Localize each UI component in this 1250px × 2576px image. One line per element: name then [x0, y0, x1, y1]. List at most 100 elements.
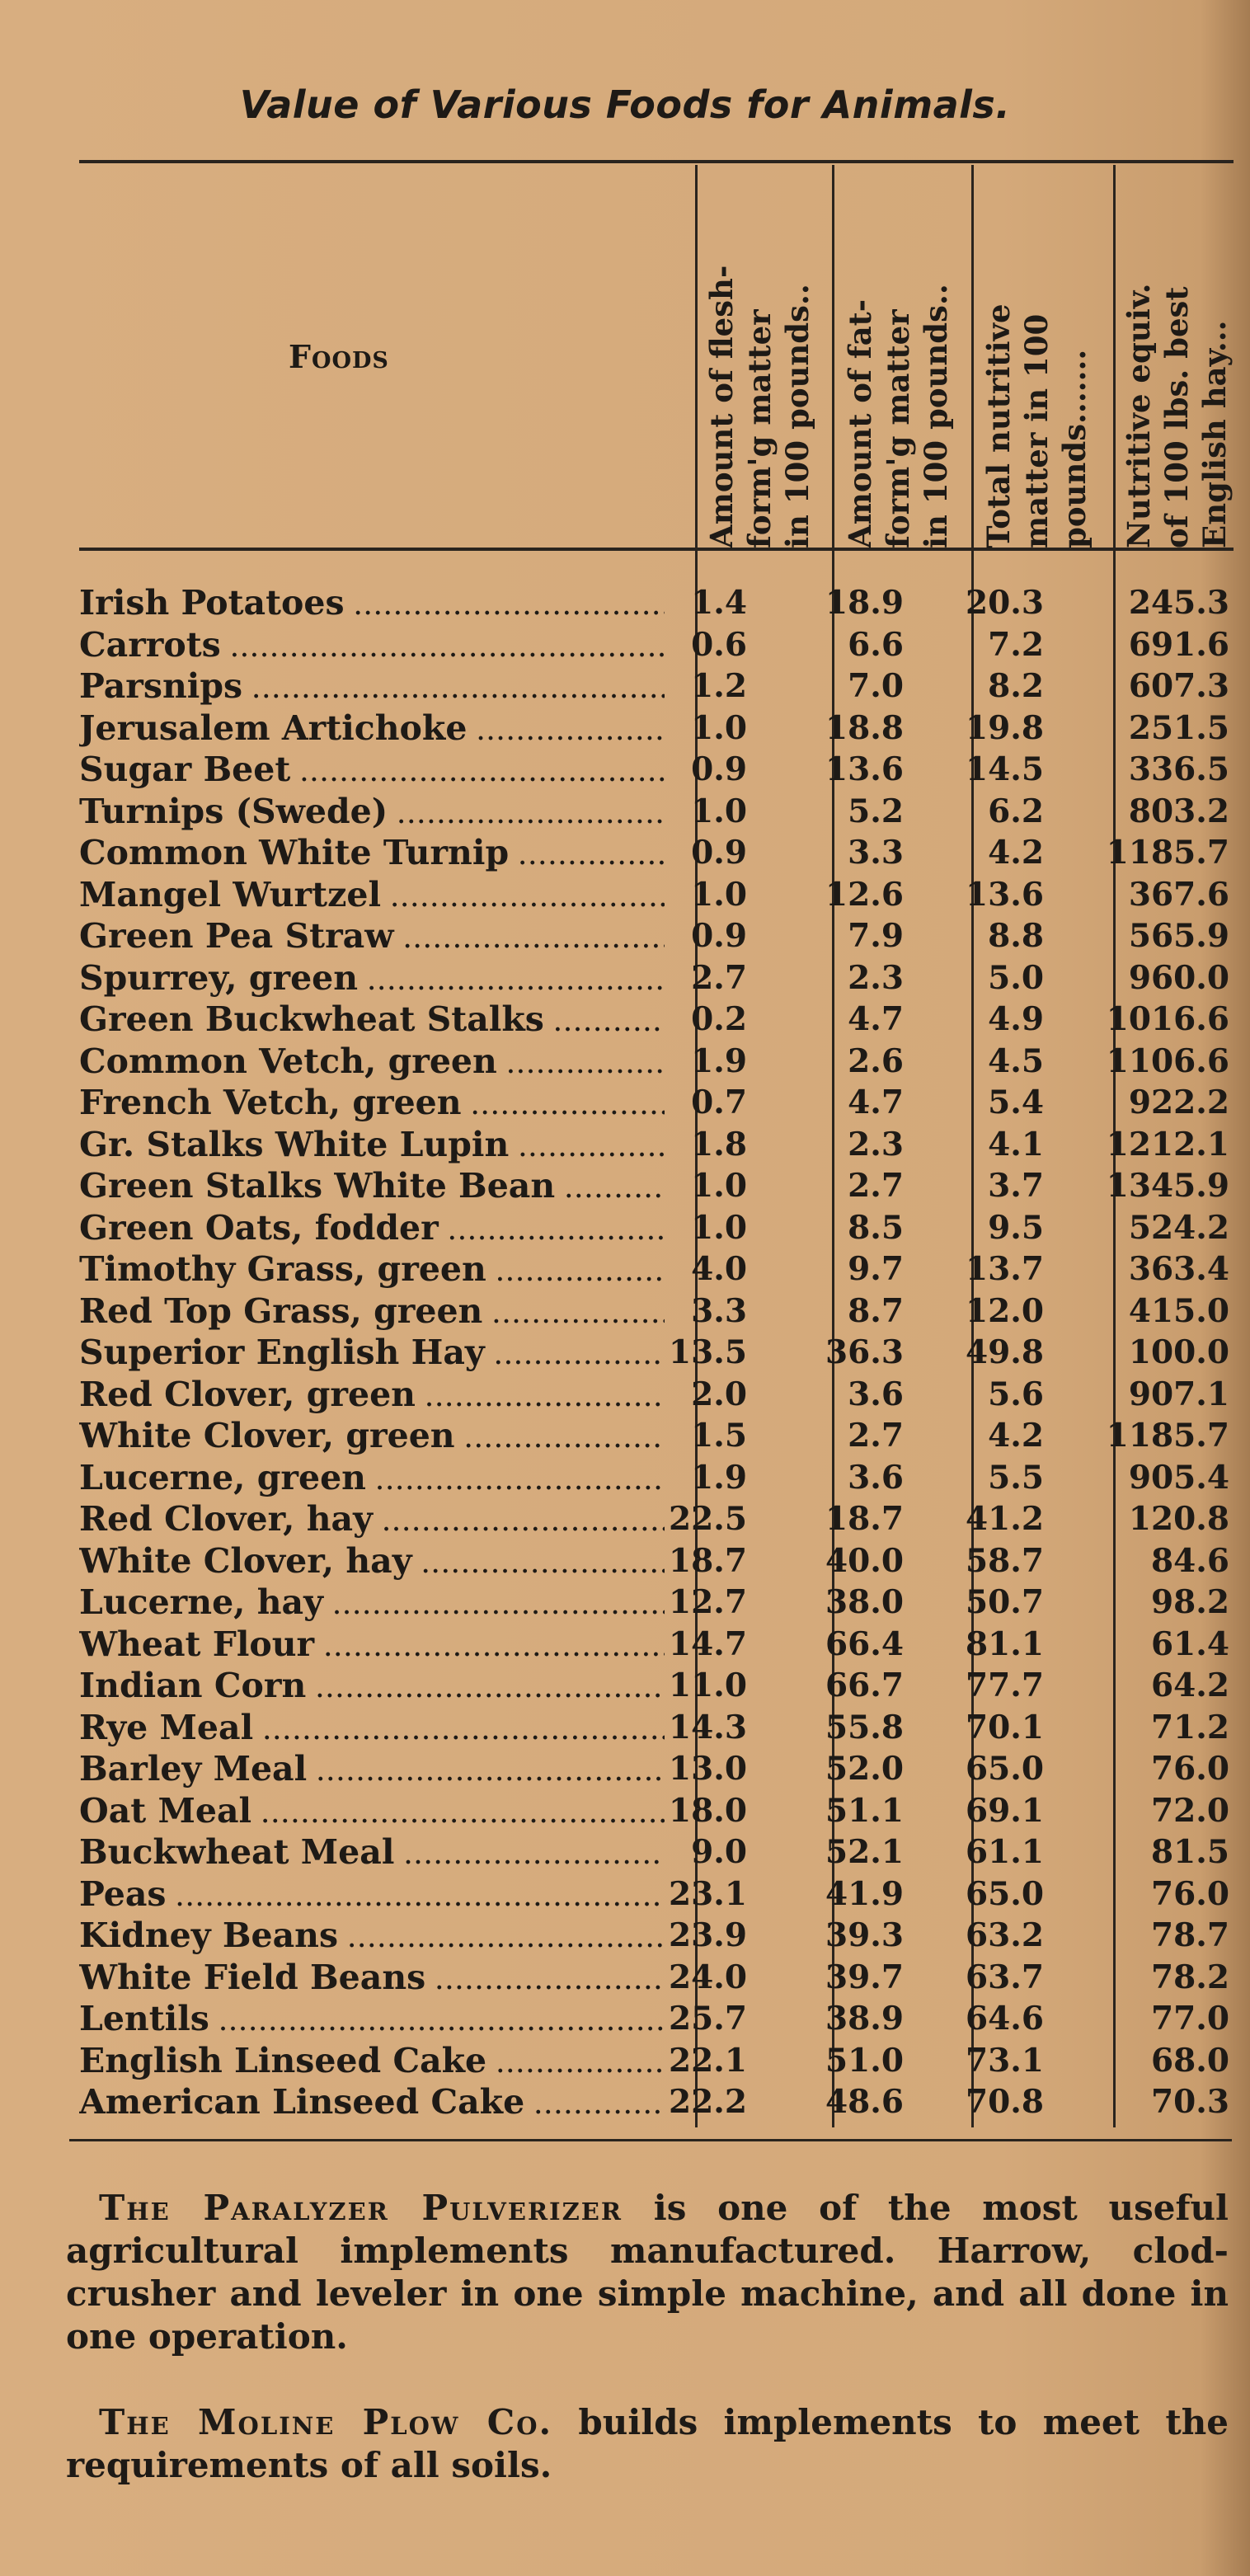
nutritive-equiv-value: 415.0	[1128, 1291, 1229, 1330]
total-nutritive-value: 8.2	[988, 667, 1044, 705]
fat-forming-value: 52.1	[825, 1833, 904, 1871]
flesh-forming-value: 1.5	[691, 1417, 747, 1455]
food-table-body: Irish Potatoes 1.4 18.9 20.3 245.3 Carrots 0.6…	[79, 582, 1250, 2123]
flesh-forming-value: 12.7	[669, 1583, 747, 1621]
ad-text: is one of the most useful agricultural i…	[66, 2188, 1229, 2357]
total-nutritive-value: 50.7	[966, 1583, 1044, 1621]
flesh-forming-value: 9.0	[691, 1833, 747, 1871]
flesh-forming-value: 13.5	[669, 1333, 747, 1371]
flesh-forming-value: 1.8	[691, 1125, 747, 1163]
total-nutritive-value: 5.6	[988, 1375, 1044, 1413]
table-row: Kidney Beans23.939.363.278.7	[79, 1915, 1250, 1957]
table-row: Oat Meal18.051.169.172.0	[79, 1790, 1250, 1832]
food-name: White Clover, green	[79, 1415, 665, 1462]
flesh-forming-value: 13.0	[669, 1750, 747, 1788]
nutritive-equiv-value: 72.0	[1151, 1791, 1229, 1830]
fat-forming-value: 8.5	[848, 1208, 904, 1247]
nutritive-equiv-value: 77.0	[1151, 2000, 1229, 2038]
header-line: English hay...	[1196, 320, 1233, 548]
flesh-forming-value: 14.3	[669, 1708, 747, 1746]
flesh-forming-value: 0.2	[691, 1000, 747, 1038]
ad-lead: The Paralyzer Pulverizer	[99, 2188, 623, 2228]
table-row: Indian Corn11.066.777.764.2	[79, 1665, 1250, 1707]
total-nutritive-value: 4.5	[988, 1041, 1044, 1080]
total-nutritive-value: 20.3	[966, 584, 1044, 622]
nutritive-equiv-value: 61.4	[1151, 1624, 1229, 1663]
flesh-forming-value: 1.0	[691, 875, 747, 914]
column-header-flesh-forming: Amount of flesh- form'g matter in 100 po…	[703, 169, 816, 548]
fat-forming-value: 36.3	[825, 1333, 904, 1371]
fat-forming-value: 51.1	[825, 1791, 904, 1830]
header-line: form'g matter	[880, 309, 916, 548]
food-name: Green Pea Straw	[79, 915, 665, 962]
fat-forming-value: 66.7	[825, 1666, 904, 1704]
table-row: White Clover, hay18.740.058.784.6	[79, 1540, 1250, 1582]
fat-forming-value: 9.7	[848, 1250, 904, 1288]
fat-forming-value: 18.7	[825, 1500, 904, 1538]
fat-forming-value: 2.7	[848, 1417, 904, 1455]
total-nutritive-value: 65.0	[966, 1750, 1044, 1788]
nutritive-equiv-value: 336.5	[1128, 750, 1229, 788]
ad-paralyzer-pulverizer: The Paralyzer Pulverizer is one of the m…	[66, 2187, 1229, 2358]
flesh-forming-value: 14.7	[669, 1624, 747, 1663]
flesh-forming-value: 1.9	[691, 1458, 747, 1497]
nutritive-equiv-value: 524.2	[1128, 1208, 1229, 1247]
fat-forming-value: 12.6	[825, 875, 904, 914]
food-name: Sugar Beet	[79, 749, 665, 796]
total-nutritive-value: 4.2	[988, 1417, 1044, 1455]
food-name: Buckwheat Meal	[79, 1831, 665, 1878]
header-line: matter in 100	[1018, 313, 1055, 548]
fat-forming-value: 51.0	[825, 2041, 904, 2080]
flesh-forming-value: 1.4	[691, 584, 747, 622]
nutritive-equiv-value: 803.2	[1128, 792, 1229, 830]
fat-forming-value: 18.8	[825, 708, 904, 747]
total-nutritive-value: 64.6	[966, 2000, 1044, 2038]
nutritive-equiv-value: 78.7	[1151, 1916, 1229, 1954]
flesh-forming-value: 0.6	[691, 625, 747, 664]
header-line: of 100 lbs. best	[1158, 286, 1195, 548]
nutritive-equiv-value: 1106.6	[1106, 1041, 1229, 1080]
nutritive-equiv-value: 81.5	[1151, 1833, 1229, 1871]
table-row: American Linseed Cake22.248.670.870.3	[79, 2081, 1250, 2123]
nutritive-equiv-value: 251.5	[1128, 708, 1229, 747]
nutritive-equiv-value: 120.8	[1128, 1500, 1229, 1538]
flesh-forming-value: 23.9	[669, 1916, 747, 1954]
flesh-forming-value: 22.2	[669, 2083, 747, 2121]
food-name: Kidney Beans	[79, 1915, 665, 1962]
flesh-forming-value: 2.7	[691, 958, 747, 997]
header-line: Total nutritive	[980, 303, 1017, 548]
nutritive-equiv-value: 78.2	[1151, 1958, 1229, 1996]
nutritive-equiv-value: 100.0	[1128, 1333, 1229, 1371]
flesh-forming-value: 11.0	[669, 1666, 747, 1704]
total-nutritive-value: 49.8	[966, 1333, 1044, 1371]
nutritive-equiv-value: 71.2	[1151, 1708, 1229, 1746]
food-name: Green Stalks White Bean	[79, 1165, 665, 1212]
foods-column-header: Foods	[289, 338, 389, 375]
nutritive-equiv-value: 245.3	[1128, 584, 1229, 622]
total-nutritive-value: 9.5	[988, 1208, 1044, 1247]
nutritive-equiv-value: 922.2	[1128, 1084, 1229, 1121]
fat-forming-value: 39.3	[825, 1916, 904, 1954]
flesh-forming-value: 1.2	[691, 667, 747, 705]
food-name: French Vetch, green	[79, 1082, 665, 1129]
flesh-forming-value: 24.0	[669, 1958, 747, 1996]
table-row: Lucerne, hay12.738.050.798.2	[79, 1582, 1250, 1624]
table-bottom-rule	[69, 2139, 1232, 2141]
total-nutritive-value: 13.6	[966, 875, 1044, 914]
column-header-fat-forming: Amount of fat- form'g matter in 100 poun…	[841, 169, 955, 548]
flesh-forming-value: 22.5	[669, 1500, 747, 1538]
fat-forming-value: 40.0	[825, 1541, 904, 1580]
nutritive-equiv-value: 84.6	[1151, 1541, 1229, 1580]
fat-forming-value: 38.0	[825, 1583, 904, 1621]
total-nutritive-value: 65.0	[966, 1874, 1044, 1913]
flesh-forming-value: 23.1	[669, 1874, 747, 1913]
table-row: Rye Meal14.355.870.171.2	[79, 1707, 1250, 1749]
total-nutritive-value: 4.1	[988, 1125, 1044, 1163]
